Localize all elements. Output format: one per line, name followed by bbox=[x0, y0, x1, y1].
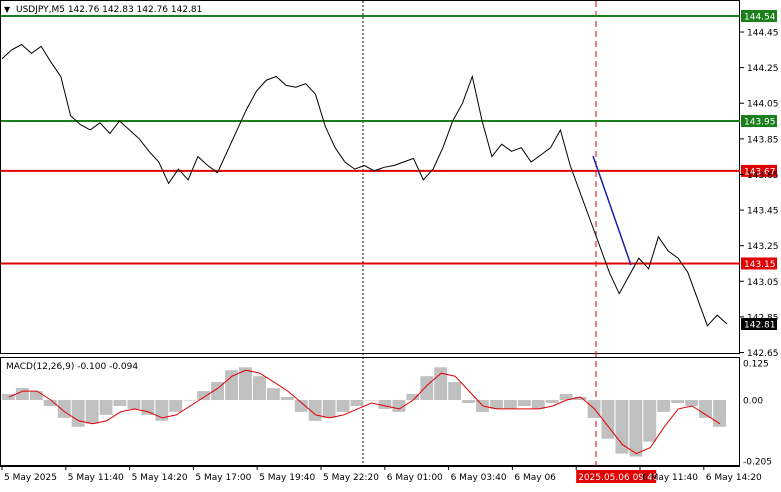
macd-histogram-bar bbox=[573, 397, 587, 400]
time-axis-label-11: 6 May 14:20 bbox=[706, 473, 762, 483]
macd-histogram-bar bbox=[266, 388, 280, 400]
price-level-tag-bg-3 bbox=[741, 257, 777, 270]
macd-histogram-bar bbox=[2, 394, 15, 400]
macd-histogram-bar bbox=[364, 400, 378, 401]
macd-histogram-bar bbox=[169, 400, 183, 412]
price-axis-label-4: 143.65 bbox=[747, 171, 779, 181]
macd-histogram-bar bbox=[671, 400, 685, 403]
macd-histogram-bar bbox=[336, 400, 350, 412]
time-axis-label-10: 6 May 11:40 bbox=[642, 473, 698, 483]
macd-histogram-bar bbox=[43, 400, 57, 406]
macd-layer bbox=[2, 367, 726, 457]
macd-histogram-bar bbox=[643, 400, 657, 442]
time-axis-highlight-bg bbox=[576, 470, 657, 483]
macd-histogram-bar bbox=[406, 394, 420, 400]
macd-histogram-bar bbox=[545, 400, 559, 403]
price-series-line-0 bbox=[1, 43, 728, 327]
macd-histogram-bar bbox=[490, 400, 503, 409]
macd-histogram-bar bbox=[448, 382, 462, 400]
macd-histogram-bar bbox=[183, 400, 197, 401]
price-level-tag-bg-2 bbox=[741, 164, 777, 177]
macd-axis-label-2: -0.205 bbox=[743, 458, 772, 468]
time-axis-label-3: 5 May 17:00 bbox=[195, 473, 251, 483]
macd-histogram-bar bbox=[601, 400, 615, 439]
macd-header: MACD(12,26,9) -0.100 -0.094 bbox=[6, 362, 138, 372]
macd-histogram-bar bbox=[211, 382, 224, 400]
macd-histogram-bar bbox=[197, 391, 211, 400]
time-axis-label-1: 5 May 11:40 bbox=[68, 473, 124, 483]
time-axis-label-6: 6 May 01:00 bbox=[387, 473, 443, 483]
macd-histogram-bar bbox=[615, 400, 629, 454]
axes-layer: 144.45 144.25 144.05 143.85 143.65 143.45 143.… bbox=[1, 29, 779, 483]
macd-histogram-bar bbox=[657, 400, 671, 412]
price-level-tag-0: 144.54 bbox=[744, 13, 776, 23]
macd-panel-frame bbox=[0, 357, 740, 466]
macd-histogram-bar bbox=[253, 376, 266, 400]
macd-histogram-bar bbox=[280, 397, 294, 400]
macd-histogram-bar bbox=[559, 394, 573, 400]
macd-histogram-bar bbox=[113, 400, 127, 406]
macd-histogram-bar bbox=[699, 400, 712, 418]
price-series-layer bbox=[1, 43, 728, 327]
macd-histogram-bar bbox=[99, 400, 113, 415]
time-axis-label-7: 6 May 03:40 bbox=[451, 473, 507, 483]
macd-histogram-bar bbox=[517, 400, 531, 406]
macd-histogram-bar bbox=[629, 400, 643, 457]
macd-histogram-bar bbox=[434, 367, 448, 400]
time-axis-label-8: 6 May 06 bbox=[514, 473, 556, 483]
price-axis-label-5: 143.45 bbox=[747, 207, 779, 217]
current-price-tag-bg bbox=[741, 318, 777, 330]
macd-histogram-bar bbox=[685, 400, 699, 406]
macd-histogram-bar bbox=[503, 400, 517, 409]
price-axis-label-6: 143.25 bbox=[747, 242, 779, 252]
macd-histogram-bar bbox=[350, 400, 364, 406]
macd-histogram-bar bbox=[322, 400, 336, 418]
time-axis-highlight-label: 2025.05.06 09:40 bbox=[578, 473, 659, 483]
macd-histogram-bar bbox=[29, 391, 43, 400]
macd-histogram-bar bbox=[531, 400, 545, 409]
time-axis-label-0: 5 May 2025 bbox=[4, 473, 57, 483]
price-level-tag-2: 143.67 bbox=[744, 167, 776, 177]
price-axis-label-7: 143.05 bbox=[747, 278, 779, 288]
chart-symbol-header: USDJPY,M5 142.76 142.83 142.76 142.81 bbox=[16, 5, 202, 15]
price-level-tag-bg-0 bbox=[741, 10, 777, 22]
trend-arrow-line bbox=[592, 155, 632, 266]
price-axis-label-0: 144.45 bbox=[747, 29, 779, 39]
macd-histogram-bar bbox=[420, 376, 434, 400]
price-level-tag-bg-1 bbox=[741, 115, 777, 128]
macd-histogram-bar bbox=[57, 400, 71, 418]
price-level-tag-3: 143.15 bbox=[744, 260, 776, 270]
price-axis-label-9: 142.65 bbox=[747, 349, 779, 359]
price-axis-label-1: 144.25 bbox=[747, 64, 779, 74]
macd-axis-label-0: 0.125 bbox=[743, 359, 769, 369]
macd-histogram-bar bbox=[225, 370, 238, 400]
macd-histogram-bar bbox=[392, 400, 406, 412]
macd-histogram-bar bbox=[85, 400, 99, 424]
macd-histogram-bar bbox=[155, 400, 169, 421]
macd-histogram-bar bbox=[71, 400, 85, 427]
macd-histogram-bar bbox=[141, 400, 155, 415]
price-levels-layer: 144.54 143.95 143.67 143.15 bbox=[1, 10, 777, 270]
price-level-tag-1: 143.95 bbox=[744, 118, 776, 128]
time-axis-label-5: 5 May 22:20 bbox=[323, 473, 379, 483]
macd-axis-label-1: 0.00 bbox=[743, 397, 763, 407]
macd-histogram-bar bbox=[127, 400, 141, 409]
macd-histogram-bar bbox=[378, 400, 392, 409]
macd-histogram-bar bbox=[15, 388, 29, 400]
macd-histogram-bar bbox=[294, 400, 308, 412]
macd-signal-line bbox=[8, 369, 721, 455]
price-axis-label-3: 143.85 bbox=[747, 135, 779, 145]
macd-histogram-bar bbox=[462, 400, 475, 403]
current-price-tag: 142.81 bbox=[744, 321, 776, 331]
time-axis-label-2: 5 May 14:20 bbox=[132, 473, 188, 483]
time-axis-label-4: 5 May 19:40 bbox=[259, 473, 315, 483]
chart-header-arrow-icon: ▼ bbox=[4, 5, 11, 14]
macd-histogram-bar bbox=[239, 367, 252, 400]
price-panel-frame bbox=[0, 0, 740, 354]
macd-histogram-bar bbox=[713, 400, 726, 427]
price-axis-label-2: 144.05 bbox=[747, 100, 779, 110]
